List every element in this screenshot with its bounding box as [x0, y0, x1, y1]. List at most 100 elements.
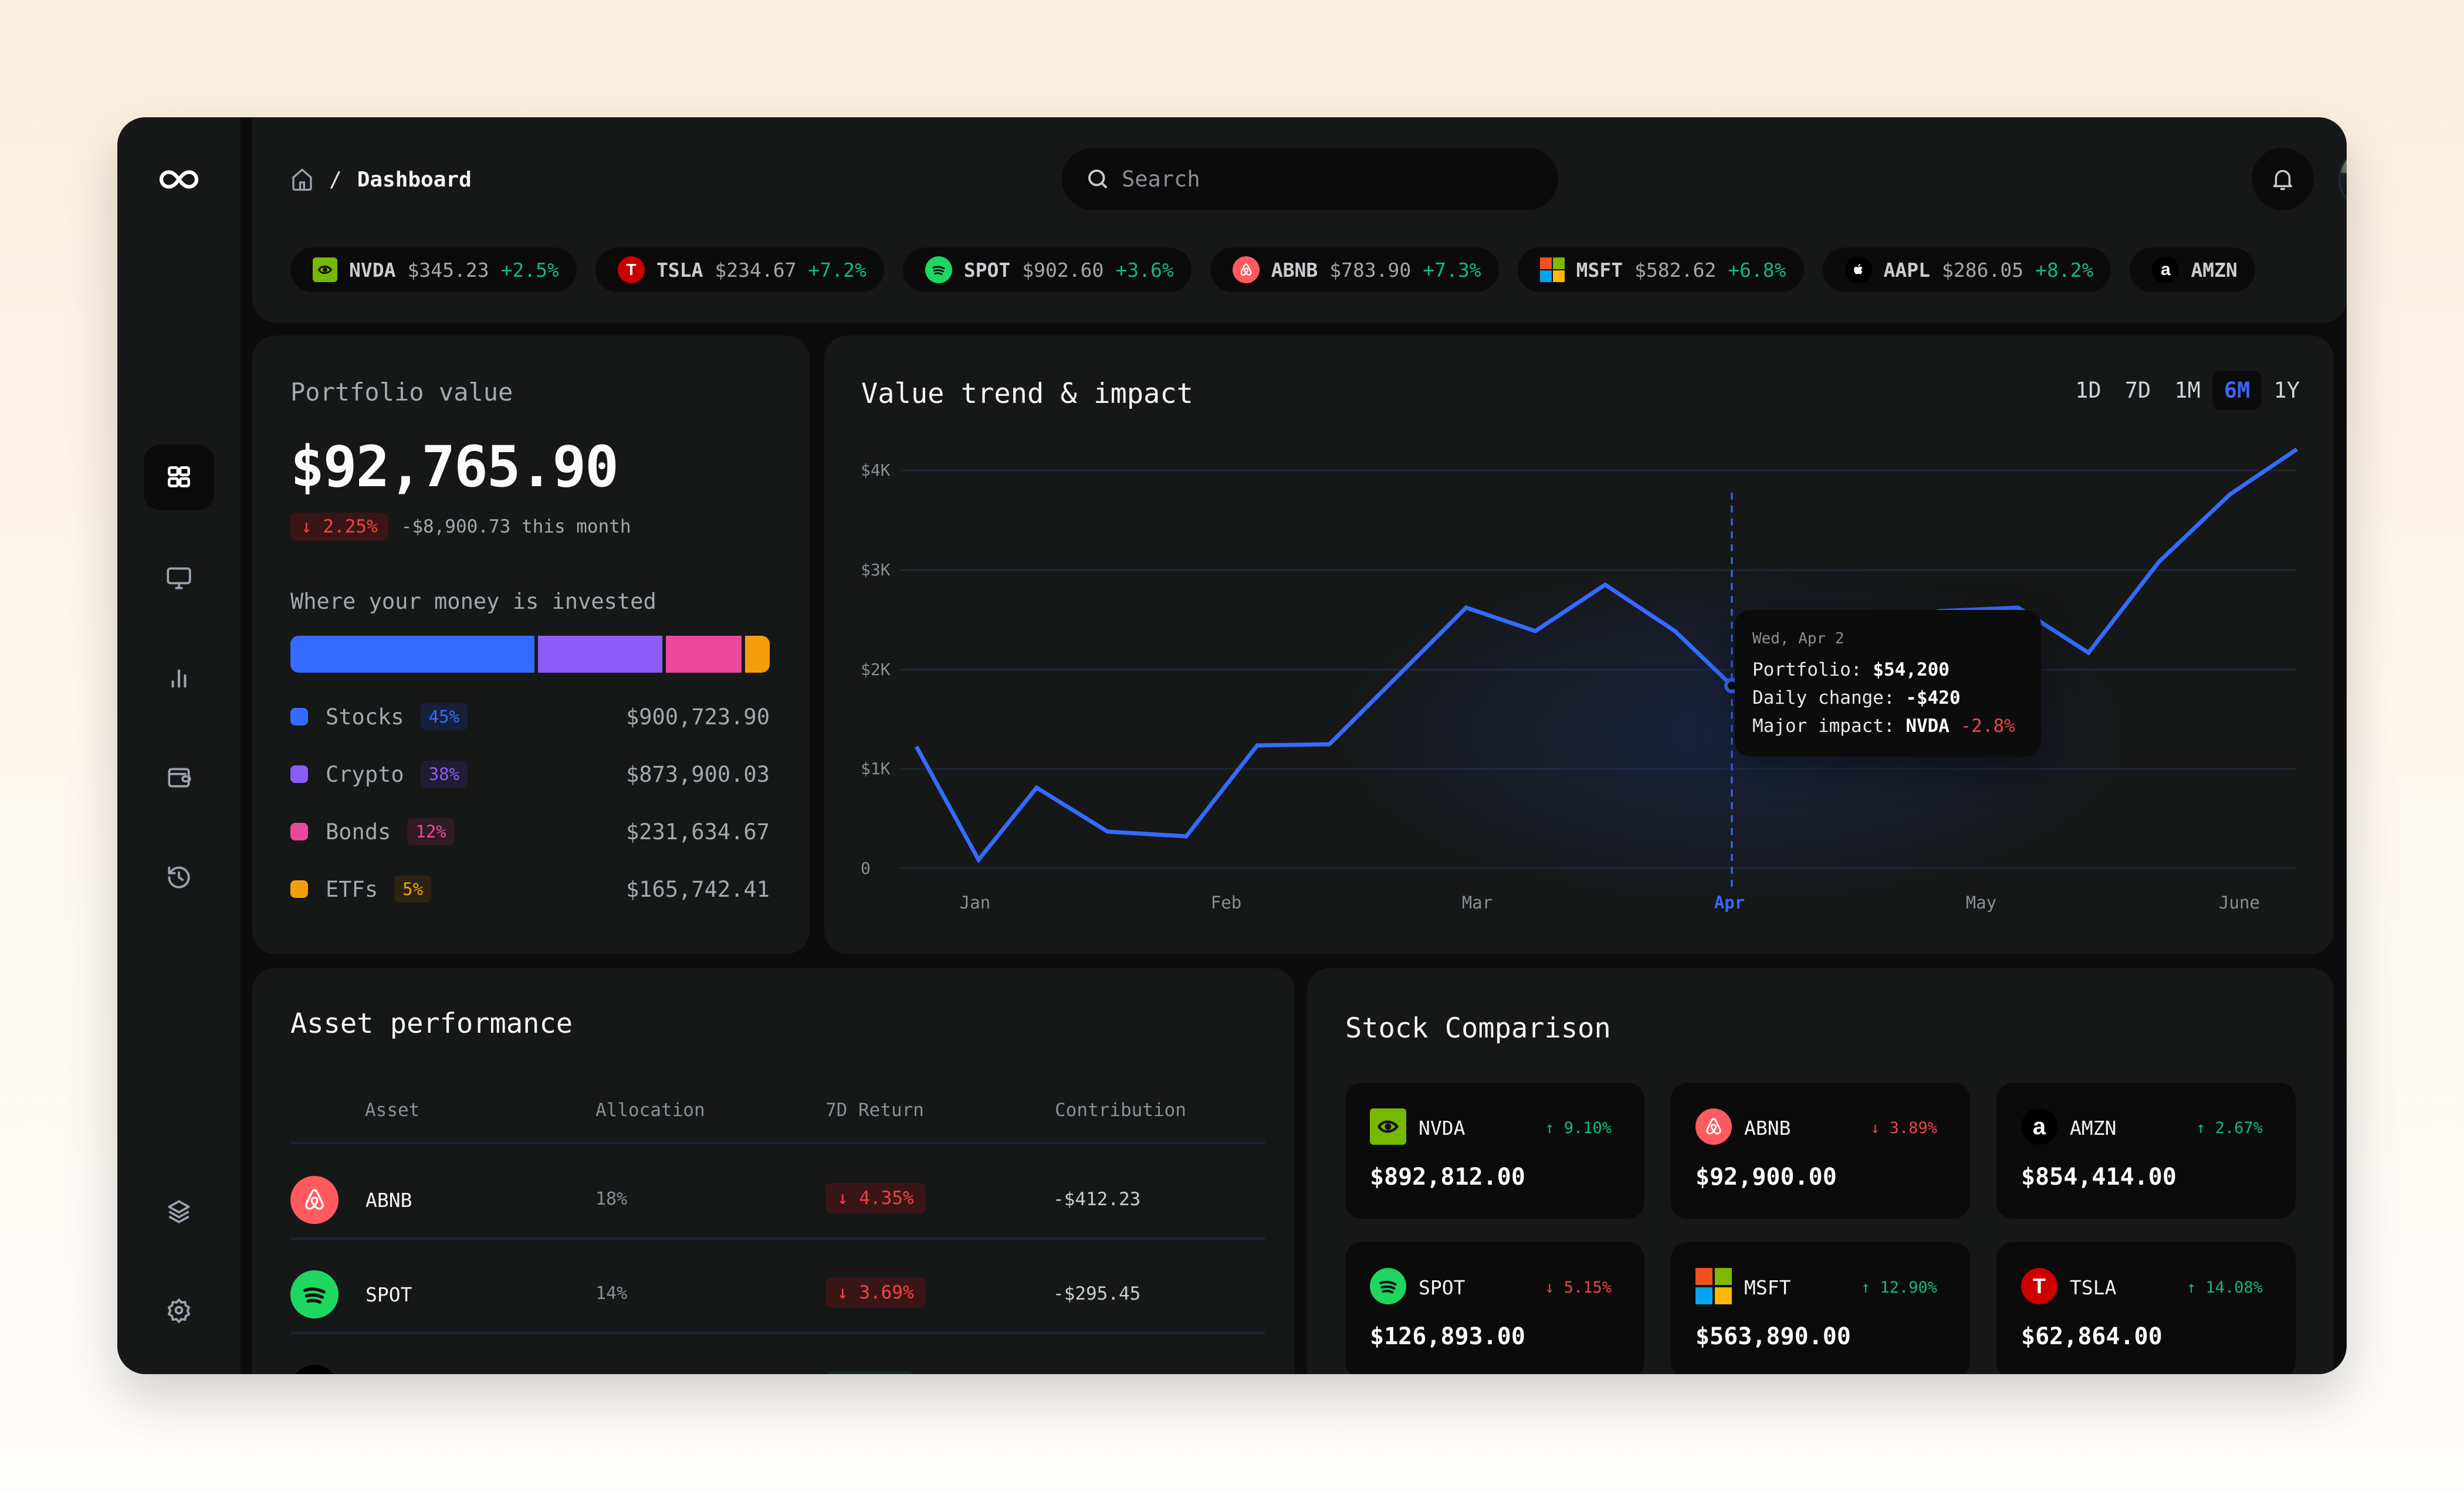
stock-change: ↑ 9.10%: [1545, 1119, 1612, 1137]
stock-card-tsla[interactable]: T TSLA ↑ 14.08% $62,864.00: [1996, 1242, 2296, 1374]
portfolio-value: $92,765.90: [290, 434, 619, 500]
asset-allocation: 18%: [595, 1189, 628, 1209]
microsoft-logo-icon: [1695, 1268, 1732, 1304]
allocation-segment-etfs[interactable]: [745, 636, 770, 673]
column-header-contribution[interactable]: Contribution: [1055, 1100, 1186, 1121]
allocation-segment-stocks[interactable]: [290, 636, 534, 673]
table-row[interactable]: ABNB 18% ↓ 4.35% -$412.23: [290, 1170, 1265, 1229]
portfolio-change: ↓ 2.25% -$8,900.73 this month: [290, 513, 631, 541]
ticker-price: $345.23: [407, 258, 489, 282]
stock-card-abnb[interactable]: ABNB ↓ 3.89% $92,900.00: [1671, 1083, 1970, 1219]
sidebar-item-analytics[interactable]: [144, 645, 214, 711]
range-6m[interactable]: 6M: [2212, 371, 2262, 410]
ticker-chip-aapl[interactable]: AAPL $286.05 +8.2%: [1822, 247, 2111, 292]
tooltip-daily-value: -$420: [1905, 687, 1961, 708]
allocation-segment-crypto[interactable]: [537, 636, 663, 673]
notifications-button[interactable]: [2252, 148, 2314, 210]
asset-performance-card: Asset performance Asset Allocation 7D Re…: [252, 968, 1295, 1374]
sidebar-item-layers[interactable]: [144, 1178, 214, 1244]
home-icon[interactable]: [290, 167, 314, 192]
table-divider: [290, 1237, 1265, 1240]
asset-contribution: -$412.23: [1053, 1189, 1141, 1210]
allocation-row-etfs: ETFs 5% $165,742.41: [290, 872, 770, 907]
ticker-price: $286.05: [1942, 258, 2024, 282]
stock-change: ↑ 14.08%: [2186, 1279, 2263, 1297]
tesla-logo-icon: T: [2021, 1268, 2057, 1304]
sidebar-item-dashboard[interactable]: [144, 445, 214, 510]
stock-card-spot[interactable]: SPOT ↓ 5.15% $126,893.00: [1345, 1242, 1644, 1374]
ticker-symbol: SPOT: [963, 258, 1011, 282]
allocation-pct: 12%: [407, 818, 455, 845]
stock-card-msft[interactable]: MSFT ↑ 12.90% $563,890.00: [1671, 1242, 1970, 1374]
range-1m[interactable]: 1M: [2174, 378, 2201, 403]
ticker-chip-nvda[interactable]: NVDA $345.23 +2.5%: [290, 247, 577, 292]
ticker-chip-amzn[interactable]: a AMZN: [2130, 247, 2255, 292]
allocation-pct: 5%: [394, 876, 432, 903]
sidebar-item-history[interactable]: [144, 845, 214, 910]
range-1y[interactable]: 1Y: [2273, 378, 2300, 403]
ticker-price: $234.67: [715, 258, 797, 282]
ticker-chip-abnb[interactable]: ABNB $783.90 +7.3%: [1210, 247, 1499, 292]
ticker-change: +7.3%: [1423, 258, 1481, 282]
apple-logo-icon: [290, 1365, 339, 1374]
spotify-logo-icon: [925, 256, 952, 283]
breadcrumb-separator: /: [329, 167, 342, 192]
tooltip-portfolio-value: $54,200: [1873, 659, 1949, 680]
asset-return-badge: ↓ 4.35%: [825, 1183, 926, 1213]
ticker-price: $582.62: [1634, 258, 1717, 282]
allocation-name: Bonds: [326, 819, 391, 845]
stock-card-amzn[interactable]: a AMZN ↑ 2.67% $854,414.00: [1996, 1083, 2296, 1219]
x-tick-active: Apr: [1714, 893, 1745, 913]
stock-symbol: MSFT: [1744, 1276, 1791, 1299]
gear-icon: [167, 1298, 191, 1324]
sidebar: [117, 117, 241, 1374]
line-chart[interactable]: [824, 335, 2334, 954]
value-trend-card: Value trend & impact 1D 7D 1M 6M 1Y $4K …: [824, 335, 2334, 954]
nvidia-logo-icon: [313, 257, 337, 282]
allocation-amount: $165,742.41: [625, 876, 770, 902]
nvidia-logo-icon: [1370, 1108, 1406, 1145]
allocation-bar: [290, 636, 770, 673]
portfolio-line: [914, 447, 2298, 864]
ticker-chip-tsla[interactable]: T TSLA $234.67 +7.2%: [595, 247, 884, 292]
tesla-logo-icon: T: [617, 256, 645, 283]
table-divider: [290, 1142, 1265, 1144]
spotify-logo-icon: [290, 1270, 339, 1318]
stock-symbol: TSLA: [2070, 1276, 2117, 1299]
x-tick: June: [2219, 893, 2260, 913]
search-box[interactable]: [1062, 148, 1558, 210]
allocation-amount: $900,723.90: [625, 704, 770, 730]
column-header-7d-return[interactable]: 7D Return: [825, 1100, 924, 1121]
airbnb-logo-icon: [290, 1176, 339, 1224]
breadcrumb: / Dashboard: [290, 163, 472, 196]
ticker-chip-msft[interactable]: MSFT $582.62 +6.8%: [1517, 247, 1804, 292]
range-7d[interactable]: 7D: [2124, 378, 2151, 403]
sidebar-item-wallet[interactable]: [144, 745, 214, 811]
x-tick: May: [1965, 893, 1997, 913]
search-input[interactable]: [1122, 166, 1532, 192]
user-avatar[interactable]: [2338, 147, 2347, 211]
allocation-name: ETFs: [326, 876, 378, 902]
y-tick: $4K: [861, 460, 891, 480]
ticker-chip-spot[interactable]: SPOT $902.60 +3.6%: [902, 247, 1192, 292]
asset-performance-title: Asset performance: [290, 1008, 573, 1040]
allocation-amount: $873,900.03: [625, 761, 770, 787]
column-header-asset[interactable]: Asset: [365, 1100, 420, 1121]
table-row[interactable]: SPOT 14% ↓ 3.69% -$295.45: [290, 1264, 1265, 1323]
infinity-logo-icon[interactable]: [158, 163, 199, 196]
allocation-row-bonds: Bonds 12% $231,634.67: [290, 814, 770, 849]
allocation-segment-bonds[interactable]: [666, 636, 742, 673]
stock-symbol: NVDA: [1419, 1117, 1465, 1140]
airbnb-logo-icon: [1232, 256, 1260, 283]
stock-card-nvda[interactable]: NVDA ↑ 9.10% $892,812.00: [1345, 1083, 1644, 1219]
breadcrumb-current[interactable]: Dashboard: [357, 167, 472, 192]
range-1d[interactable]: 1D: [2075, 378, 2101, 403]
ticker-change: +7.2%: [808, 258, 867, 282]
history-icon: [168, 866, 190, 889]
ticker-symbol: TSLA: [656, 258, 703, 282]
sidebar-item-monitor[interactable]: [144, 545, 214, 611]
column-header-allocation[interactable]: Allocation: [595, 1100, 705, 1121]
table-row-partial[interactable]: [290, 1359, 1265, 1374]
sidebar-item-settings[interactable]: [144, 1277, 214, 1343]
y-tick: $3K: [861, 560, 891, 579]
